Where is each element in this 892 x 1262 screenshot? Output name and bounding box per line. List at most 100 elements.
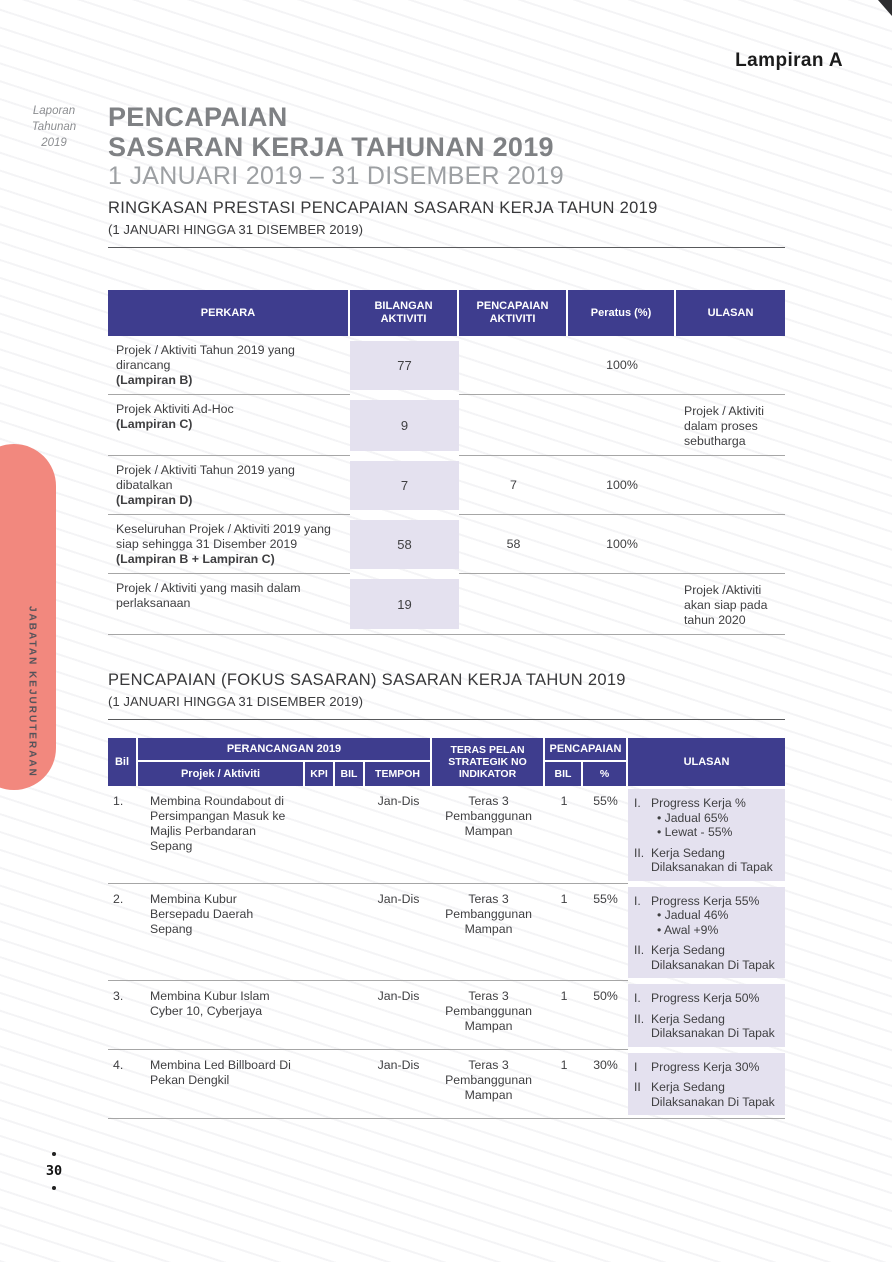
col-header-perkara: PERKARA xyxy=(108,290,350,336)
ulasan-cell: I Progress Kerja 30% II Kerja Sedang Dilaks… xyxy=(628,1050,785,1119)
ulasan-item: I Progress Kerja 30% xyxy=(634,1060,781,1075)
ulasan-item: II Kerja Sedang Dilaksanakan Di Tapak xyxy=(634,1080,781,1109)
tempoh-cell: Jan-Dis xyxy=(365,786,432,884)
col-header-kpi: KPI xyxy=(305,762,335,786)
perkara-cell: Projek Aktiviti Ad-Hoc (Lampiran C) xyxy=(108,395,350,456)
ulasan-item-text: Progress Kerja % • Jadual 65% • Lewat - 55… xyxy=(651,796,781,840)
ulasan-item: II. Kerja Sedang Dilaksanakan di Tapak xyxy=(634,846,781,875)
ulasan-content: I Progress Kerja 30% II Kerja Sedang Dilaks… xyxy=(628,1052,785,1115)
ulasan-item-marker: I xyxy=(634,1059,638,1074)
pencapaian-pct-cell: 50% xyxy=(583,981,628,1050)
bil-cell xyxy=(335,786,365,884)
ulasan-value xyxy=(676,456,785,515)
ulasan-cell: I. Progress Kerja 55% • Jadual 46% • Awal +… xyxy=(628,884,785,982)
bil-cell xyxy=(335,981,365,1050)
bilangan-value: 7 xyxy=(350,461,459,510)
perkara-text: Projek / Aktiviti Tahun 2019 yang diranc… xyxy=(116,343,295,372)
focus-table-header: Bil PERANCANGAN 2019 Projek / Aktiviti K… xyxy=(108,738,785,786)
perkara-lampiran-ref: (Lampiran C) xyxy=(116,417,193,431)
ulasan-value xyxy=(676,336,785,395)
bilangan-value: 9 xyxy=(350,400,459,451)
ulasan-cell: I. Progress Kerja % • Jadual 65% • Lewat - … xyxy=(628,786,785,884)
ulasan-item: II. Kerja Sedang Dilaksanakan Di Tapak xyxy=(634,1012,781,1041)
table-row: 3. Membina Kubur Islam Cyber 10, Cyberja… xyxy=(108,981,785,1050)
ulasan-bullet: • Awal +9% xyxy=(657,922,719,937)
heading-divider xyxy=(108,719,785,720)
ulasan-value: Projek /Aktiviti akan siap pada tahun 20… xyxy=(676,574,785,635)
perkara-text: Keseluruhan Projek / Aktiviti 2019 yang … xyxy=(116,522,331,551)
peratus-value: 100% xyxy=(568,515,676,574)
projek-aktiviti-cell: Membina Kubur Islam Cyber 10, Cyberjaya xyxy=(138,981,305,1050)
pencapaian-bil-cell: 1 xyxy=(545,884,583,981)
ulasan-content: I. Progress Kerja 55% • Jadual 46% • Awal +… xyxy=(628,886,785,978)
col-header-tempoh: TEMPOH xyxy=(365,762,432,786)
col-header-teras-pelan-strategik: TERAS PELAN STRATEGIK NO INDIKATOR xyxy=(432,738,545,786)
projek-aktiviti-cell: Membina Kubur Bersepadu Daerah Sepang xyxy=(138,884,305,981)
col-header-peratus: Peratus (%) xyxy=(568,290,676,336)
page-number: 30 xyxy=(45,1163,63,1179)
perkara-cell: Projek / Aktiviti Tahun 2019 yang diranc… xyxy=(108,336,350,395)
page-number-dot xyxy=(52,1186,56,1190)
ulasan-item: I. Progress Kerja 50% xyxy=(634,991,781,1006)
col-header-perancangan-2019: PERANCANGAN 2019 xyxy=(138,738,432,762)
report-edition-line: Laporan xyxy=(32,105,76,117)
ulasan-value xyxy=(676,515,785,574)
col-header-pencapaian-aktiviti: PENCAPAIAN AKTIVITI xyxy=(459,290,568,336)
page-title-date-range: 1 JANUARI 2019 – 31 DISEMBER 2019 xyxy=(108,162,564,190)
pencapaian-value: 58 xyxy=(459,515,568,574)
ulasan-content: I. Progress Kerja 50% II. Kerja Sedang Dila… xyxy=(628,984,785,1047)
pencapaian-pct-cell: 55% xyxy=(583,884,628,981)
ulasan-cell: I. Progress Kerja 50% II. Kerja Sedang Dila… xyxy=(628,981,785,1050)
kpi-cell xyxy=(305,786,335,884)
page-title-line2: SASARAN KERJA TAHUNAN 2019 xyxy=(108,132,554,162)
tempoh-cell: Jan-Dis xyxy=(365,1050,432,1119)
ulasan-bullet: • Lewat - 55% xyxy=(657,825,733,839)
focus-table: Bil PERANCANGAN 2019 Projek / Aktiviti K… xyxy=(108,738,785,1119)
ulasan-bullet: • Jadual 46% xyxy=(657,908,729,922)
pencapaian-value xyxy=(459,395,568,456)
row-number: 1. xyxy=(108,786,138,884)
ulasan-item-text: Kerja Sedang Dilaksanakan Di Tapak xyxy=(651,943,775,972)
section-subheading: (1 JANUARI HINGGA 31 DISEMBER 2019) xyxy=(108,694,364,709)
peratus-value xyxy=(568,395,676,456)
table-row: Keseluruhan Projek / Aktiviti 2019 yang … xyxy=(108,515,785,574)
ulasan-item-marker: II. xyxy=(634,845,645,860)
perkara-text: Projek / Aktiviti Tahun 2019 yang dibata… xyxy=(116,463,295,492)
section-heading: RINGKASAN PRESTASI PENCAPAIAN SASARAN KE… xyxy=(108,199,658,217)
perkara-lampiran-ref: (Lampiran B) xyxy=(116,373,193,387)
kpi-cell xyxy=(305,981,335,1050)
bilangan-value: 77 xyxy=(350,341,459,390)
report-edition-note: Laporan Tahunan 2019 xyxy=(27,104,81,152)
col-header-bil-count: BIL xyxy=(335,762,365,786)
section-subheading: (1 JANUARI HINGGA 31 DISEMBER 2019) xyxy=(108,222,364,237)
peratus-value: 100% xyxy=(568,336,676,395)
page-title-line1: PENCAPAIAN xyxy=(108,102,288,132)
table-row: 4. Membina Led Billboard Di Pekan Dengki… xyxy=(108,1050,785,1119)
bilangan-value: 58 xyxy=(350,520,459,569)
ulasan-item-text: Progress Kerja 55% • Jadual 46% • Awal +9% xyxy=(651,894,781,938)
table-row: 1. Membina Roundabout di Persimpangan Ma… xyxy=(108,786,785,884)
ulasan-bullet: • Jadual 65% xyxy=(657,810,729,825)
row-number: 4. xyxy=(108,1050,138,1119)
col-header-projek-aktiviti: Projek / Aktiviti xyxy=(138,762,305,786)
pencapaian-pct-cell: 30% xyxy=(583,1050,628,1119)
col-header-pencapaian: PENCAPAIAN xyxy=(545,738,628,762)
summary-table-body: Projek / Aktiviti Tahun 2019 yang diranc… xyxy=(108,336,785,635)
pencapaian-pct-cell: 55% xyxy=(583,786,628,884)
projek-aktiviti-cell: Membina Roundabout di Persimpangan Masuk… xyxy=(138,786,305,884)
table-row: Projek Aktiviti Ad-Hoc (Lampiran C) 9 Pr… xyxy=(108,395,785,456)
ulasan-item-text: Kerja Sedang Dilaksanakan Di Tapak xyxy=(651,1011,775,1041)
projek-aktiviti-cell: Membina Led Billboard Di Pekan Dengkil xyxy=(138,1050,305,1119)
peratus-value: 100% xyxy=(568,456,676,515)
pencapaian-value: 7 xyxy=(459,456,568,515)
heading-divider xyxy=(108,247,785,248)
section-heading: PENCAPAIAN (FOKUS SASARAN) SASARAN KERJA… xyxy=(108,671,626,689)
appendix-label: Lampiran A xyxy=(735,50,843,71)
bilangan-cell: 7 xyxy=(350,456,459,515)
ulasan-item: I. Progress Kerja 55% • Jadual 46% • Awal +… xyxy=(634,894,781,938)
ulasan-item-text: Progress Kerja 30% xyxy=(651,1059,760,1074)
row-number: 2. xyxy=(108,884,138,981)
bil-cell xyxy=(335,884,365,981)
perkara-cell: Keseluruhan Projek / Aktiviti 2019 yang … xyxy=(108,515,350,574)
